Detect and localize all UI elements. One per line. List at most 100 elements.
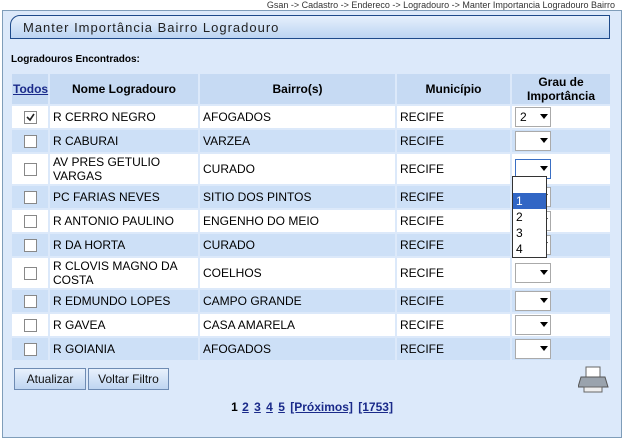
page-link[interactable]: [Próximos] [290,400,353,414]
municipio-cell: RECIFE [397,258,510,288]
checkbox-cell [12,186,48,208]
checkbox-cell [12,154,48,184]
checkbox-cell [12,258,48,288]
checkbox[interactable] [23,319,37,333]
arrow [540,298,548,303]
bairro-cell: ENGENHO DO MEIO [200,210,395,232]
bairro-cell: VARZEA [200,130,395,152]
grau-select[interactable]: 2 [515,107,551,127]
grau-cell [512,290,610,312]
page-link[interactable]: 5 [278,400,285,414]
checkbox-cell [12,130,48,152]
row: R DA HORTA CURADO RECIFE [12,234,610,256]
grau-cell [512,338,610,360]
update-button[interactable]: Atualizar [14,368,86,390]
pagination: 1 2 3 4 5 [Próximos] [1753] [0,400,625,414]
checkbox[interactable] [23,135,37,149]
nome-cell: R GOIANIA [50,338,198,360]
checkbox[interactable] [23,343,37,357]
checkbox[interactable] [23,163,37,177]
checkbox[interactable] [23,111,37,125]
grau-cell [512,154,610,184]
municipio-cell: RECIFE [397,210,510,232]
dropdown-option[interactable]: 2 [516,210,523,224]
nome-cell: PC FARIAS NEVES [50,186,198,208]
nome-cell: R CLOVIS MAGNO DA COSTA [50,258,198,288]
title-bar: Manter Importância Bairro Logradouro [10,15,610,39]
checkbox-cell [12,338,48,360]
checkbox-cell [12,314,48,336]
page-link[interactable]: 3 [254,400,261,414]
column-header[interactable]: Todos [12,74,48,104]
checkbox-cell [12,210,48,232]
checkbox[interactable] [23,295,37,309]
arrow [540,346,548,351]
municipio-cell: RECIFE [397,154,510,184]
grau-select[interactable] [515,339,551,359]
checkbox[interactable] [23,267,37,281]
bairro-cell: CURADO [200,154,395,184]
municipio-cell: RECIFE [397,130,510,152]
bairro-cell: COELHOS [200,258,395,288]
page-link[interactable]: 2 [242,400,249,414]
municipio-cell: RECIFE [397,186,510,208]
page-link[interactable]: 4 [266,400,273,414]
back-button[interactable]: Voltar Filtro [88,368,169,390]
current-page: 1 [231,400,238,414]
municipio-cell: RECIFE [397,314,510,336]
grau-value: 2 [520,110,527,124]
checkbox-cell [12,234,48,256]
column-header: Nome Logradouro [50,74,198,104]
dropdown-option[interactable]: 4 [516,242,523,256]
arrow [540,322,548,327]
nome-cell: R CABURAI [50,130,198,152]
section-label: Logradouros Encontrados: [11,54,140,65]
grau-select[interactable] [515,291,551,311]
checkbox-cell [12,290,48,312]
grau-select[interactable] [515,263,551,283]
arrow [540,138,548,143]
arrow [540,166,548,171]
municipio-cell: RECIFE [397,106,510,128]
nome-cell: R GAVEA [50,314,198,336]
column-header: Bairro(s) [200,74,395,104]
grau-cell [512,314,610,336]
dropdown-option-blank[interactable] [513,177,546,193]
bairro-cell: AFOGADOS [200,106,395,128]
print-icon[interactable] [578,365,610,395]
row: R GOIANIA AFOGADOS RECIFE [12,338,610,360]
dropdown-option[interactable]: 1 [513,193,546,209]
checkbox-cell [12,106,48,128]
grau-cell [512,130,610,152]
column-header: Município [397,74,510,104]
bairro-cell: CAMPO GRANDE [200,290,395,312]
nome-cell: R EDMUNDO LOPES [50,290,198,312]
row: R GAVEA CASA AMARELA RECIFE [12,314,610,336]
nome-cell: AV PRES GETULIO VARGAS [50,154,198,184]
municipio-cell: RECIFE [397,234,510,256]
grau-cell [512,258,610,288]
nome-cell: R CERRO NEGRO [50,106,198,128]
bairro-cell: CASA AMARELA [200,314,395,336]
arrow [540,114,548,119]
dropdown-option[interactable]: 3 [516,226,523,240]
municipio-cell: RECIFE [397,338,510,360]
row: R CABURAI VARZEA RECIFE [12,130,610,152]
checkbox[interactable] [23,215,37,229]
arrow [540,270,548,275]
page-link[interactable]: [1753] [358,400,393,414]
checkbox[interactable] [23,239,37,253]
nome-cell: R ANTONIO PAULINO [50,210,198,232]
grau-select[interactable] [515,315,551,335]
row: AV PRES GETULIO VARGAS CURADO RECIFE [12,154,610,184]
grau-select[interactable] [515,131,551,151]
bairro-cell: CURADO [200,234,395,256]
row: R EDMUNDO LOPES CAMPO GRANDE RECIFE [12,290,610,312]
bairro-cell: SITIO DOS PINTOS [200,186,395,208]
breadcrumb: Gsan -> Cadastro -> Endereco -> Logradou… [266,0,615,10]
grau-cell: 2 [512,106,610,128]
column-header: Grau de Importância [512,74,610,104]
checkbox[interactable] [23,191,37,205]
